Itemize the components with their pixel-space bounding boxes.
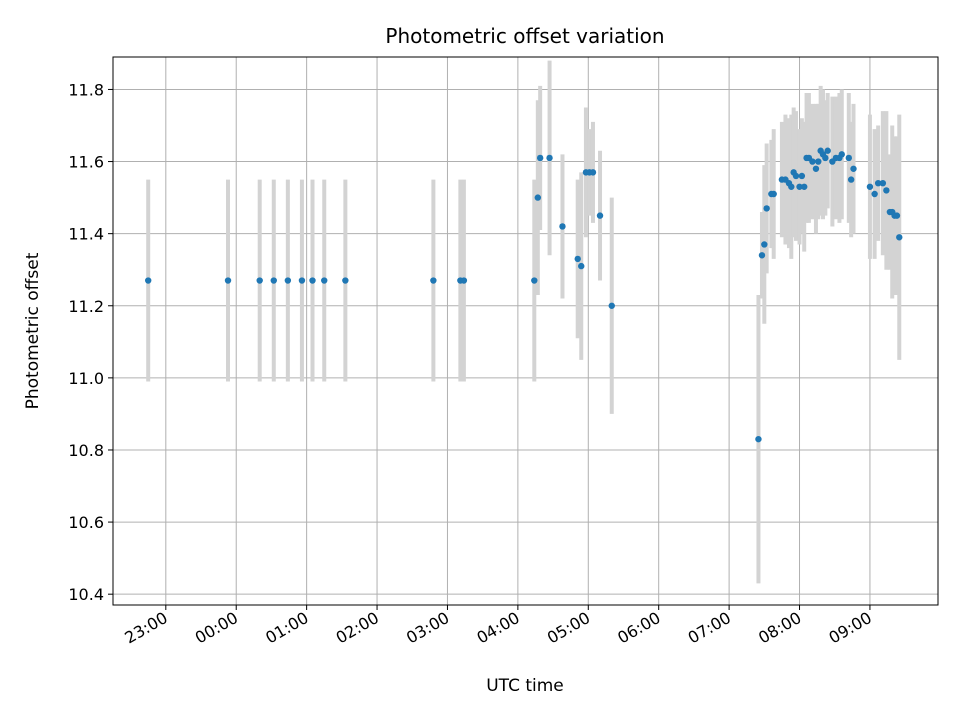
data-point <box>321 277 328 284</box>
y-tick-label: 10.8 <box>68 441 104 460</box>
y-tick-label: 11.2 <box>68 297 104 316</box>
data-point <box>824 147 831 154</box>
data-point <box>763 205 770 212</box>
data-point <box>256 277 263 284</box>
data-point <box>809 158 816 165</box>
data-point <box>531 277 538 284</box>
data-point <box>812 165 820 172</box>
data-point <box>270 277 277 284</box>
y-tick-label: 10.6 <box>68 513 104 532</box>
data-point <box>460 277 468 284</box>
data-point <box>845 154 853 162</box>
grid-layer <box>113 57 938 605</box>
data-point <box>801 183 808 190</box>
data-point <box>815 158 822 165</box>
data-point <box>893 212 901 219</box>
x-axis-title: UTC time <box>486 676 564 696</box>
data-point <box>796 183 803 190</box>
y-tick-label: 11.6 <box>68 153 104 172</box>
data-point <box>847 176 855 183</box>
y-axis-title: Photometric offset <box>23 252 43 409</box>
data-point <box>536 154 544 162</box>
data-point <box>534 194 542 201</box>
data-point <box>792 172 800 180</box>
data-point <box>758 252 766 259</box>
y-tick-label: 10.4 <box>68 585 104 604</box>
data-point <box>430 277 437 284</box>
data-point <box>298 277 306 284</box>
plot-frame <box>112 56 939 606</box>
data-point <box>896 234 903 241</box>
data-point <box>798 172 806 180</box>
data-point <box>596 212 604 219</box>
data-point <box>761 241 768 248</box>
data-point <box>284 277 292 284</box>
data-point <box>342 277 349 284</box>
y-tick-label: 11.0 <box>68 369 104 388</box>
data-point <box>546 154 553 162</box>
data-point <box>866 183 874 190</box>
data-point <box>574 255 581 263</box>
data-point <box>883 187 890 194</box>
data-point <box>879 179 887 187</box>
data-point <box>224 277 232 284</box>
data-point <box>770 190 777 198</box>
data-point <box>608 302 615 309</box>
data-point <box>578 262 585 270</box>
data-point <box>755 435 762 443</box>
data-point <box>309 277 316 284</box>
data-point <box>145 277 152 284</box>
chart-title: Photometric offset variation <box>385 24 664 48</box>
y-tick-label: 11.8 <box>68 80 104 99</box>
data-point <box>838 151 845 158</box>
data-point <box>788 183 795 190</box>
y-tick-label: 11.4 <box>68 225 104 244</box>
data-point <box>589 169 597 176</box>
data-point <box>874 179 882 187</box>
data-point <box>822 154 829 162</box>
point-layer <box>145 147 903 443</box>
data-point <box>559 223 566 230</box>
data-point <box>850 165 857 172</box>
data-point <box>871 190 878 198</box>
